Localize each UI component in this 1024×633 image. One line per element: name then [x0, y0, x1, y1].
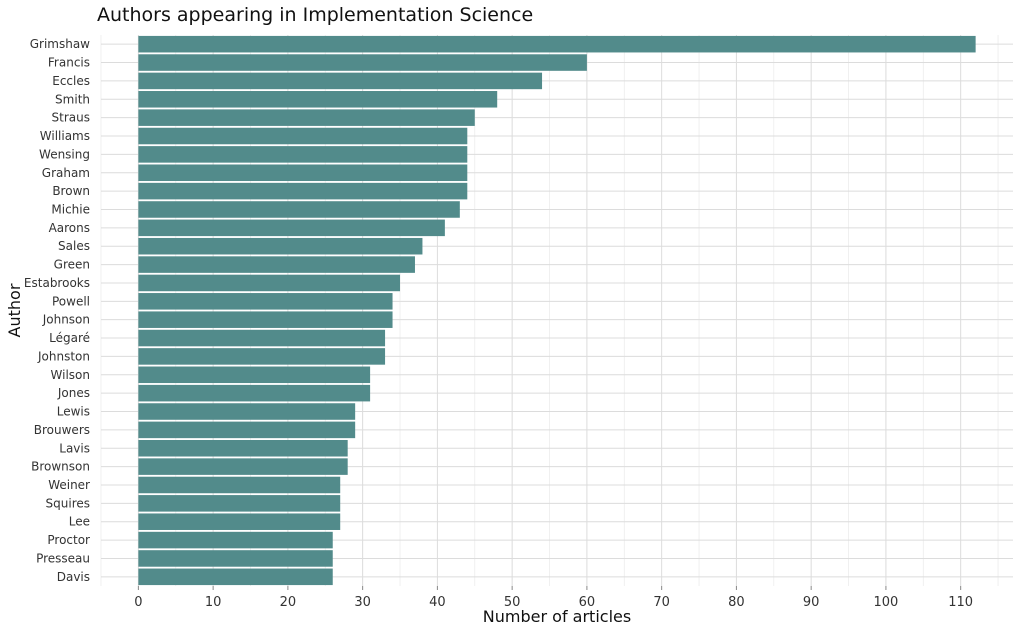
bar-proctor — [138, 531, 333, 549]
y-tick-label: Wensing — [39, 147, 90, 161]
bar-légaré — [138, 329, 386, 347]
bar-weiner — [138, 476, 341, 494]
bar-francis — [138, 54, 587, 71]
bar-davis — [138, 568, 333, 586]
bar-williams — [138, 127, 468, 145]
y-tick-label: Brown — [52, 184, 90, 198]
y-tick-label: Williams — [40, 129, 90, 143]
y-tick-label: Straus — [52, 111, 90, 125]
bar-estabrooks — [138, 274, 401, 292]
x-tick-label: 60 — [579, 595, 596, 610]
y-tick-label: Green — [54, 258, 90, 272]
bar-presseau — [138, 550, 333, 567]
y-tick-label: Proctor — [47, 533, 90, 547]
bar-lewis — [138, 403, 356, 420]
bar-johnston — [138, 348, 386, 365]
bar-michie — [138, 201, 460, 218]
x-tick-label: 90 — [803, 595, 820, 610]
bars — [138, 35, 976, 586]
y-tick-label: Grimshaw — [30, 37, 90, 51]
x-tick-label: 80 — [728, 595, 745, 610]
y-tick-label: Davis — [57, 570, 90, 584]
y-tick-label: Lewis — [57, 405, 90, 419]
y-tick-label: Smith — [55, 92, 90, 106]
y-tick-label: Aarons — [49, 221, 90, 235]
y-tick-label: Weiner — [48, 478, 90, 492]
bar-brouwers — [138, 421, 356, 439]
y-tick-label: Presseau — [36, 551, 90, 565]
bar-graham — [138, 164, 468, 182]
y-tick-label: Eccles — [52, 74, 90, 88]
y-tick-label: Wilson — [51, 368, 90, 382]
x-tick-label: 110 — [948, 595, 973, 610]
bar-brown — [138, 182, 468, 200]
bar-powell — [138, 293, 393, 310]
y-axis-title: Author — [5, 283, 24, 337]
bar-eccles — [138, 72, 543, 90]
bar-brownson — [138, 458, 348, 475]
x-axis-title: Number of articles — [483, 607, 631, 626]
bar-wilson — [138, 366, 371, 384]
x-tick-label: 40 — [429, 595, 446, 610]
y-tick-label: Michie — [51, 202, 90, 216]
bar-green — [138, 256, 415, 273]
x-tick-label: 10 — [205, 595, 222, 610]
y-tick-label: Sales — [58, 239, 90, 253]
x-tick-label: 70 — [653, 595, 670, 610]
bar-aarons — [138, 219, 445, 237]
y-tick-label: Squires — [46, 496, 90, 510]
bar-lavis — [138, 439, 348, 457]
y-tick-label: Brouwers — [34, 423, 90, 437]
y-tick-labels: Grimshaw Francis Eccles Smith Straus Williams… — [24, 37, 90, 584]
bar-wensing — [138, 146, 468, 163]
bar-sales — [138, 237, 423, 255]
bar-lee — [138, 513, 341, 530]
bar-straus — [138, 109, 475, 126]
y-tick-label: Estabrooks — [24, 276, 90, 290]
bar-squires — [138, 495, 341, 512]
x-tick-label: 50 — [504, 595, 521, 610]
y-tick-label: Johnson — [42, 313, 90, 327]
y-tick-label: Légaré — [49, 331, 90, 345]
x-tick-label: 0 — [134, 595, 142, 610]
y-tick-label: Graham — [42, 166, 90, 180]
bar-johnson — [138, 311, 393, 328]
x-tick-label: 100 — [874, 595, 899, 610]
bar-smith — [138, 91, 498, 108]
chart-title: Authors appearing in Implementation Scie… — [97, 4, 534, 26]
y-tick-label: Francis — [48, 56, 90, 70]
y-tick-label: Lavis — [59, 441, 90, 455]
y-tick-label: Powell — [52, 294, 90, 308]
x-tick-label: 20 — [280, 595, 297, 610]
y-tick-label: Johnston — [37, 349, 90, 363]
x-tick-label: 30 — [354, 595, 371, 610]
bar-jones — [138, 384, 371, 402]
y-tick-label: Lee — [69, 515, 90, 529]
y-tick-label: Jones — [57, 386, 90, 400]
bar-grimshaw — [138, 35, 976, 53]
y-tick-label: Brownson — [31, 460, 90, 474]
x-tick-labels: 0 10 20 30 40 50 60 70 80 90 100 110 — [134, 586, 973, 610]
